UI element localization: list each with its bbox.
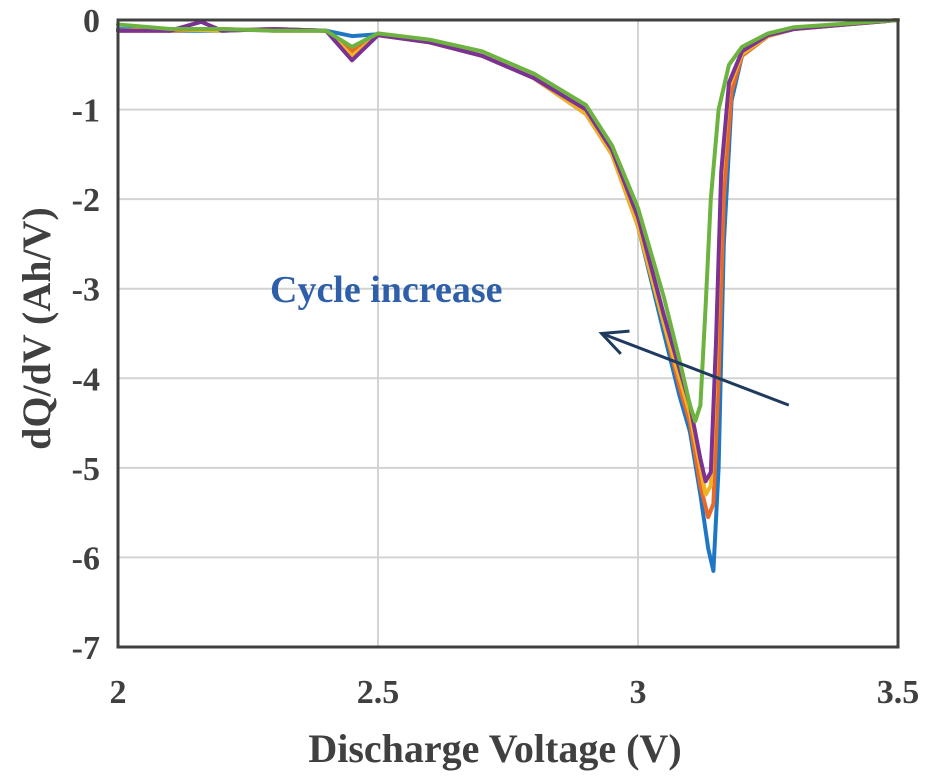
y-tick-label: -3 (72, 272, 100, 309)
series-line (116, 18, 900, 424)
y-tick-label: -2 (72, 182, 100, 219)
annotation: Cycle increase (270, 269, 790, 407)
series-layer (116, 18, 900, 573)
annotation-arrow (601, 332, 790, 407)
x-axis-title: Discharge Voltage (V) (308, 726, 681, 771)
y-tick-labels: 0 -1 -2 -3 -4 -5 -6 -7 (72, 3, 100, 667)
y-axis-title: dQ/dV (Ah/V) (14, 207, 59, 450)
x-tick-label: 2.5 (357, 674, 400, 711)
y-tick-label: -6 (72, 540, 100, 577)
x-tick-label: 3.5 (877, 674, 920, 711)
y-tick-label: -5 (72, 451, 100, 488)
y-tick-label: 0 (83, 3, 100, 40)
x-tick-label: 3 (630, 674, 647, 711)
annotation-text: Cycle increase (270, 269, 503, 311)
x-tick-labels: 2 2.5 3 3.5 (110, 674, 920, 711)
y-tick-label: -4 (72, 361, 100, 398)
y-tick-label: -1 (72, 93, 100, 130)
annotation-arrow-head (598, 329, 630, 355)
plot-frame (116, 18, 900, 649)
y-tick-label: -7 (72, 630, 100, 667)
x-tick-label: 2 (110, 674, 127, 711)
